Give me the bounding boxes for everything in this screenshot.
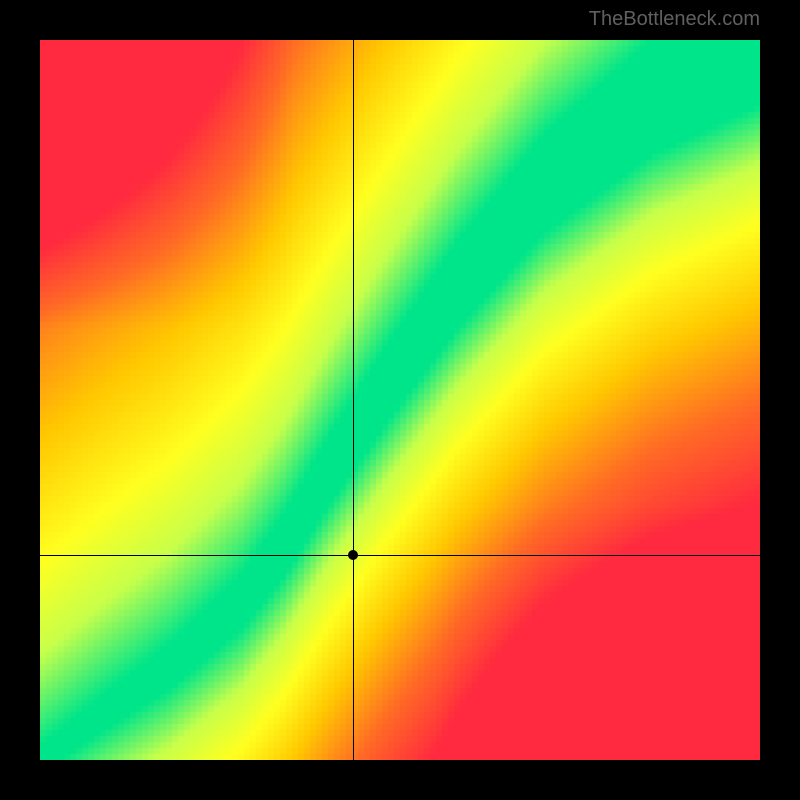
- crosshair-vertical: [353, 40, 354, 760]
- crosshair-horizontal: [40, 555, 760, 556]
- heatmap-chart: [40, 40, 760, 760]
- watermark-text: TheBottleneck.com: [589, 8, 760, 31]
- marker-dot: [348, 550, 358, 560]
- heatmap-canvas: [40, 40, 760, 760]
